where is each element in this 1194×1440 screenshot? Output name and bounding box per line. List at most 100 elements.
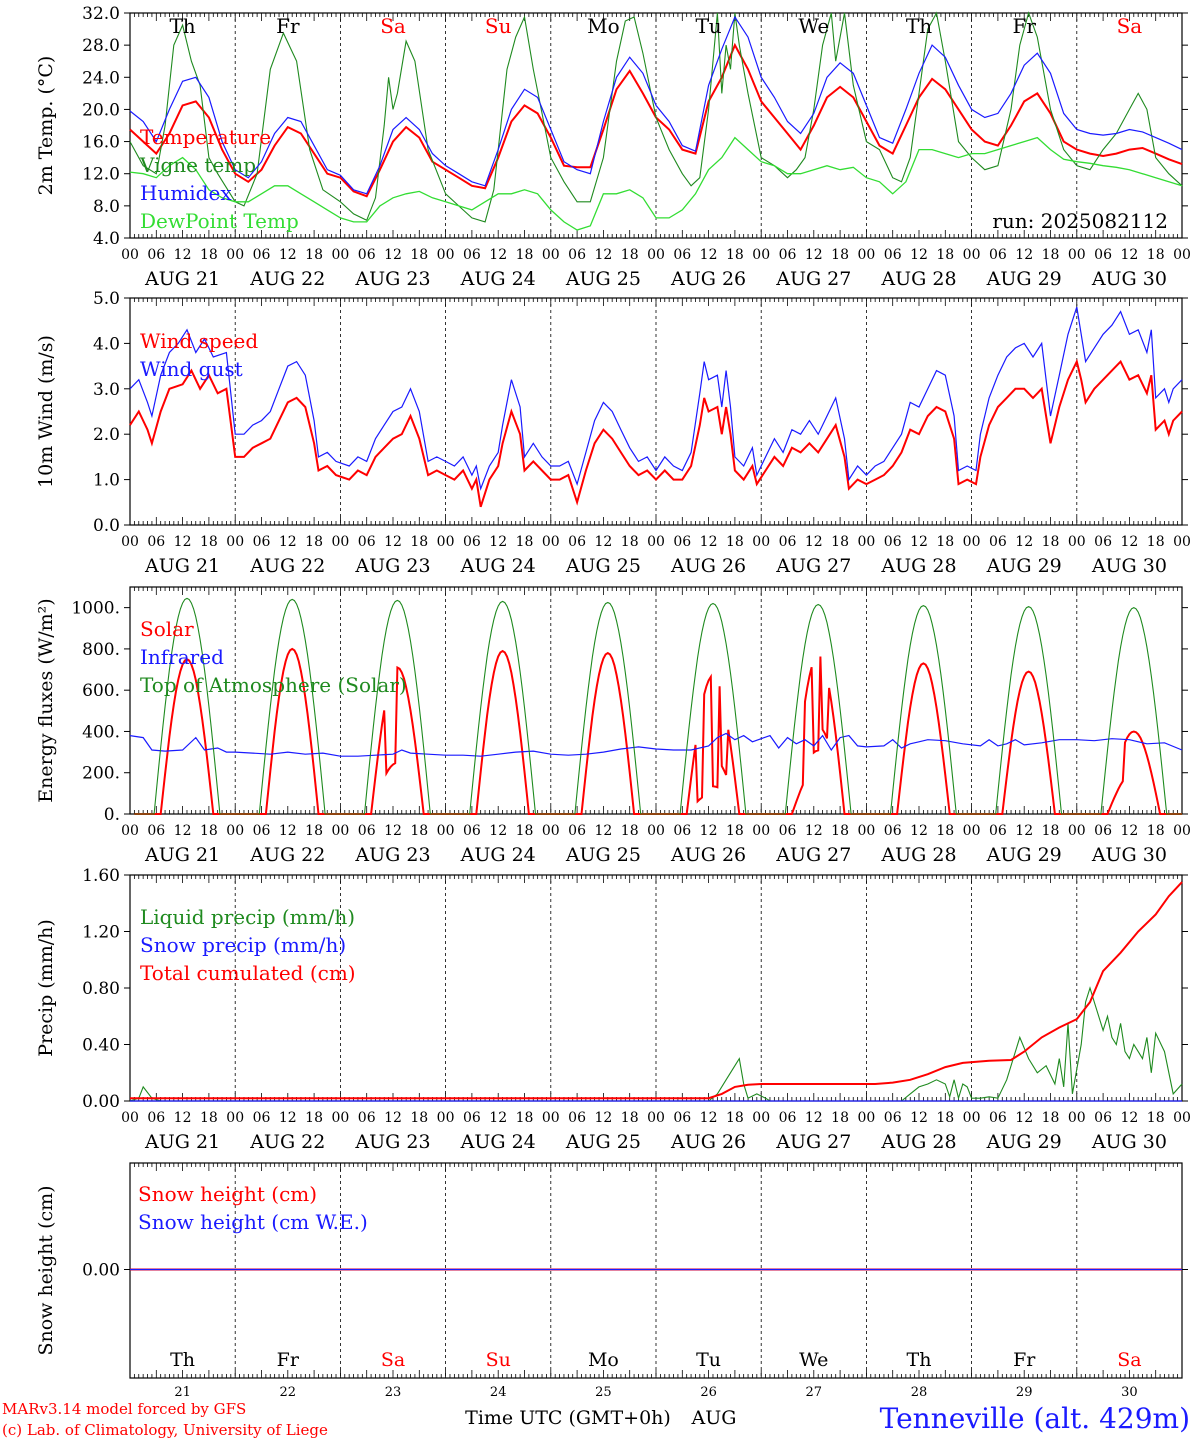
x-date-label: AUG 21 bbox=[144, 1131, 220, 1153]
y-axis-label: 2m Temp. (°C) bbox=[35, 56, 57, 196]
x-hour-label: 00 bbox=[857, 534, 875, 550]
x-hour-label: 00 bbox=[752, 823, 770, 839]
x-hour-label: 18 bbox=[621, 1110, 639, 1126]
x-hour-label: 12 bbox=[910, 1110, 928, 1126]
y-tick-label: 4.0 bbox=[93, 334, 120, 354]
y-tick-label: 600. bbox=[82, 681, 120, 701]
x-date-label: AUG 24 bbox=[460, 555, 536, 577]
x-hour-label: 18 bbox=[936, 1110, 954, 1126]
x-hour-label: 00 bbox=[331, 534, 349, 550]
x-date-label: AUG 26 bbox=[670, 268, 746, 290]
y-tick-label: 28.0 bbox=[82, 36, 120, 56]
x-hour-label: 00 bbox=[331, 247, 349, 263]
x-hour-label: 12 bbox=[1015, 247, 1033, 263]
x-hour-label: 06 bbox=[253, 534, 271, 550]
x-date-label: AUG 30 bbox=[1091, 268, 1167, 290]
x-hour-label: 12 bbox=[384, 247, 402, 263]
x-hour-label: 06 bbox=[568, 247, 586, 263]
x-hour-label: 06 bbox=[358, 823, 376, 839]
x-hour-label: 06 bbox=[253, 247, 271, 263]
weekday-label: Sa bbox=[1117, 14, 1143, 38]
y-tick-label: 12.0 bbox=[82, 165, 120, 185]
x-date-label: AUG 27 bbox=[775, 268, 851, 290]
x-day-number: 27 bbox=[806, 1385, 823, 1400]
x-date-label: AUG 27 bbox=[775, 555, 851, 577]
x-hour-label: 12 bbox=[1120, 247, 1138, 263]
x-hour-label: 06 bbox=[463, 1110, 481, 1126]
x-hour-label: 18 bbox=[726, 534, 744, 550]
x-hour-label: 00 bbox=[437, 247, 455, 263]
y-tick-label: 1.60 bbox=[82, 866, 120, 886]
x-hour-label: 18 bbox=[305, 823, 323, 839]
credit-line-1: MARv3.14 model forced by GFS bbox=[2, 1400, 246, 1418]
x-hour-label: 06 bbox=[463, 534, 481, 550]
x-date-label: AUG 21 bbox=[144, 555, 220, 577]
weekday-label: Fr bbox=[1012, 14, 1036, 38]
x-hour-label: 18 bbox=[305, 1110, 323, 1126]
x-date-label: AUG 28 bbox=[880, 268, 956, 290]
x-hour-label: 12 bbox=[805, 247, 823, 263]
x-hour-label: 12 bbox=[489, 1110, 507, 1126]
x-hour-label: 12 bbox=[700, 534, 718, 550]
x-day-number: 25 bbox=[595, 1385, 612, 1400]
x-hour-label: 12 bbox=[489, 823, 507, 839]
x-hour-label: 00 bbox=[1068, 1110, 1086, 1126]
x-date-label: AUG 27 bbox=[775, 1131, 851, 1153]
x-hour-label: 06 bbox=[779, 1110, 797, 1126]
x-hour-label: 06 bbox=[147, 534, 165, 550]
x-date-label: AUG 24 bbox=[460, 268, 536, 290]
x-hour-label: 12 bbox=[700, 823, 718, 839]
x-hour-label: 06 bbox=[147, 1110, 165, 1126]
x-hour-label: 06 bbox=[253, 1110, 271, 1126]
x-hour-label: 00 bbox=[437, 823, 455, 839]
x-hour-label: 00 bbox=[1173, 1110, 1191, 1126]
x-hour-label: 18 bbox=[831, 534, 849, 550]
x-hour-label: 18 bbox=[200, 823, 218, 839]
x-date-label: AUG 21 bbox=[144, 268, 220, 290]
x-day-number: 24 bbox=[490, 1385, 507, 1400]
y-tick-label: 0.00 bbox=[82, 1092, 120, 1112]
x-hour-label: 12 bbox=[910, 534, 928, 550]
x-hour-label: 18 bbox=[305, 247, 323, 263]
x-hour-label: 00 bbox=[331, 823, 349, 839]
y-tick-label: 1.0 bbox=[93, 471, 120, 491]
text-layer: 4.0 8.0 12.0 16.0 20.0 24.0 28.0 32.0 00 06 12 18 00… bbox=[35, 4, 1191, 1400]
x-hour-label: 06 bbox=[358, 247, 376, 263]
x-hour-label: 00 bbox=[647, 823, 665, 839]
y-tick-label: 1.20 bbox=[82, 923, 120, 943]
x-hour-label: 06 bbox=[463, 247, 481, 263]
x-hour-label: 06 bbox=[1094, 247, 1112, 263]
x-hour-label: 12 bbox=[1015, 1110, 1033, 1126]
x-date-label: AUG 23 bbox=[354, 1131, 430, 1153]
x-hour-label: 00 bbox=[857, 823, 875, 839]
y-tick-label: 0.0 bbox=[93, 516, 120, 536]
x-date-label: AUG 29 bbox=[986, 555, 1062, 577]
x-hour-label: 06 bbox=[673, 823, 691, 839]
x-hour-label: 06 bbox=[147, 247, 165, 263]
x-hour-label: 00 bbox=[437, 534, 455, 550]
x-hour-label: 06 bbox=[779, 823, 797, 839]
x-date-label: AUG 25 bbox=[565, 844, 641, 866]
x-hour-label: 12 bbox=[384, 1110, 402, 1126]
y-tick-label: 0.40 bbox=[82, 1036, 120, 1056]
x-date-label: AUG 22 bbox=[249, 1131, 325, 1153]
x-hour-label: 00 bbox=[963, 1110, 981, 1126]
x-date-label: AUG 22 bbox=[249, 555, 325, 577]
x-hour-label: 12 bbox=[384, 534, 402, 550]
weekday-label: Fr bbox=[1013, 1349, 1036, 1371]
run-label: run: 2025082112 bbox=[992, 209, 1168, 233]
y-tick-label: 200. bbox=[82, 764, 120, 784]
weekday-label: Mo bbox=[588, 1349, 619, 1371]
x-hour-label: 06 bbox=[1094, 823, 1112, 839]
legend-entry: Snow height (cm) bbox=[138, 1182, 317, 1206]
x-day-number: 21 bbox=[174, 1385, 191, 1400]
x-hour-label: 12 bbox=[1015, 534, 1033, 550]
x-hour-label: 06 bbox=[1094, 1110, 1112, 1126]
x-date-label: AUG 28 bbox=[880, 555, 956, 577]
x-hour-label: 06 bbox=[884, 534, 902, 550]
x-hour-label: 12 bbox=[700, 1110, 718, 1126]
x-hour-label: 12 bbox=[384, 823, 402, 839]
x-date-label: AUG 29 bbox=[986, 268, 1062, 290]
x-hour-label: 06 bbox=[884, 1110, 902, 1126]
legend-entry: Temperature bbox=[140, 125, 271, 149]
